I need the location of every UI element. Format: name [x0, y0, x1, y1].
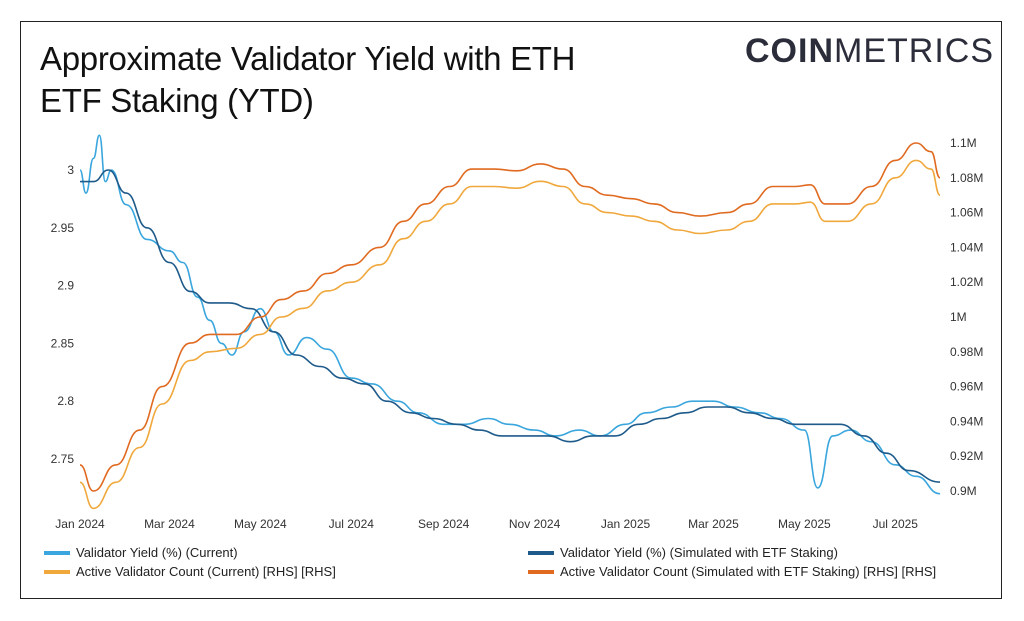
logo-light-part: METRICS: [834, 32, 994, 70]
left-tick-label: 2.95: [51, 221, 75, 235]
x-tick-label: Jan 2024: [55, 517, 105, 531]
right-tick-label: 0.96M: [950, 380, 983, 394]
x-tick-label: Nov 2024: [509, 517, 561, 531]
right-axis-ticks: 0.9M 0.92M 0.94M 0.96M 0.98M 1M 1.02M 1.04M 1.06…: [950, 136, 983, 498]
coinmetrics-logo: COINMETRICS: [745, 32, 994, 71]
x-tick-label: Jan 2025: [601, 517, 651, 531]
x-tick-label: Jul 2025: [873, 517, 919, 531]
legend-item-yield-simulated[interactable]: Validator Yield (%) (Simulated with ETF …: [528, 545, 838, 560]
x-tick-label: Jul 2024: [329, 517, 375, 531]
chart-frame: [20, 21, 1002, 599]
right-tick-label: 1.02M: [950, 275, 983, 289]
right-tick-label: 1.08M: [950, 171, 983, 185]
legend-item-count-simulated[interactable]: Active Validator Count (Simulated with E…: [528, 564, 936, 579]
legend-swatch: [528, 569, 554, 574]
legend-swatch: [44, 550, 70, 555]
left-tick-label: 2.85: [51, 336, 75, 350]
x-axis-ticks: Jan 2024 Mar 2024 May 2024 Jul 2024 Sep 2024…: [55, 517, 918, 531]
right-tick-label: 1M: [950, 310, 967, 324]
right-tick-label: 1.04M: [950, 240, 983, 254]
left-tick-label: 2.9: [57, 279, 74, 293]
series-line-count-current: [79, 159, 941, 510]
series-line-yield-current: [79, 134, 941, 495]
right-tick-label: 0.92M: [950, 449, 983, 463]
legend-label: Active Validator Count (Simulated with E…: [560, 564, 937, 579]
legend-label: Validator Yield (%) (Current): [76, 545, 238, 560]
left-tick-label: 2.8: [57, 394, 74, 408]
right-tick-label: 0.98M: [950, 345, 983, 359]
series-line-yield-simulated: [80, 169, 941, 483]
logo-bold-part: COIN: [745, 32, 834, 70]
right-tick-label: 0.9M: [950, 484, 977, 498]
left-tick-label: 2.75: [51, 452, 75, 466]
x-tick-label: May 2024: [234, 517, 287, 531]
chart-title-line-1: Approximate Validator Yield with ETH: [40, 40, 576, 77]
x-tick-label: Mar 2024: [144, 517, 195, 531]
legend-item-yield-current[interactable]: Validator Yield (%) (Current): [44, 545, 238, 560]
right-tick-label: 1.06M: [950, 206, 983, 220]
chart-title: Approximate Validator Yield with ETH ETF…: [40, 38, 660, 122]
x-tick-label: Mar 2025: [688, 517, 739, 531]
right-tick-label: 1.1M: [950, 136, 977, 150]
x-tick-label: Sep 2024: [418, 517, 470, 531]
legend-label: Active Validator Count (Current) [RHS] […: [76, 564, 336, 579]
legend-swatch: [528, 550, 554, 555]
x-tick-label: May 2025: [778, 517, 831, 531]
chart-title-line-2: ETF Staking (YTD): [40, 82, 314, 119]
legend-swatch: [44, 569, 70, 574]
legend-item-count-current[interactable]: Active Validator Count (Current) [RHS] […: [44, 564, 336, 579]
legend-label: Validator Yield (%) (Simulated with ETF …: [560, 545, 838, 560]
left-axis-ticks: 2.75 2.8 2.85 2.9 2.95 3: [51, 163, 75, 466]
right-tick-label: 0.94M: [950, 414, 983, 428]
series-lines: [79, 134, 941, 510]
left-tick-label: 3: [67, 163, 74, 177]
series-line-count-simulated: [79, 142, 941, 492]
